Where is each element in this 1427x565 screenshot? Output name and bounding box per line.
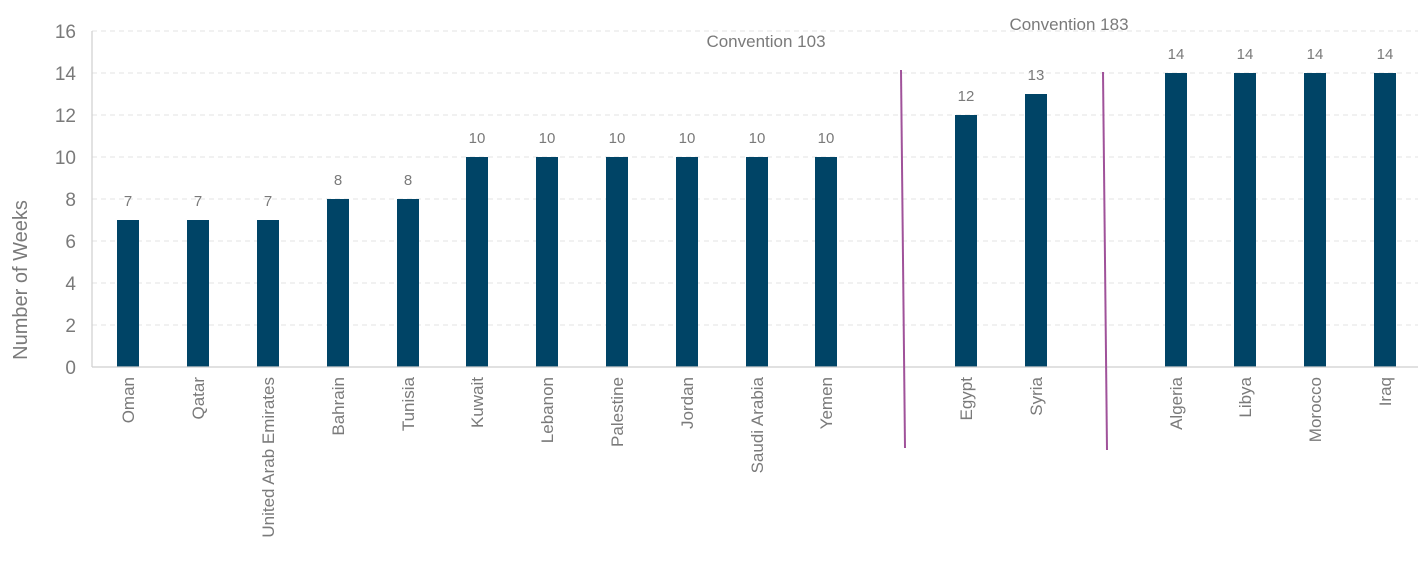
bar — [955, 115, 977, 367]
data-label: 10 — [539, 130, 556, 147]
bar — [1165, 73, 1187, 367]
bar — [397, 199, 419, 367]
x-tick-label: Qatar — [189, 377, 208, 420]
x-tick-label: Lebanon — [538, 377, 557, 443]
x-tick-label: Jordan — [678, 377, 697, 429]
bar — [327, 199, 349, 367]
x-tick-label: Iraq — [1376, 377, 1395, 406]
y-tick-label: 0 — [65, 358, 76, 379]
x-tick-label: Palestine — [608, 377, 627, 447]
x-tick-label: Kuwait — [468, 377, 487, 428]
data-label: 10 — [818, 130, 835, 147]
x-tick-label: Algeria — [1167, 376, 1186, 429]
x-tick-label: United Arab Emirates — [259, 377, 278, 538]
y-tick-label: 4 — [65, 274, 76, 295]
x-tick-label: Libya — [1236, 376, 1255, 417]
data-label: 10 — [609, 130, 626, 147]
data-label: 8 — [334, 172, 342, 189]
bar — [466, 157, 488, 367]
annotation-convention-183: Convention 183 — [1009, 15, 1128, 34]
y-tick-label: 6 — [65, 232, 76, 253]
x-tick-label: Bahrain — [329, 377, 348, 436]
bar — [536, 157, 558, 367]
data-label: 14 — [1237, 46, 1254, 63]
convention-divider-2 — [1102, 71, 1108, 451]
y-tick-label: 8 — [65, 190, 76, 211]
y-tick-label: 16 — [55, 22, 76, 43]
convention-divider-1 — [900, 69, 906, 449]
y-tick-label: 2 — [65, 316, 76, 337]
bar — [1234, 73, 1256, 367]
category-labels: Oman Qatar United Arab Emirates Bahrain Tuni… — [119, 376, 1395, 537]
bar — [1304, 73, 1326, 367]
data-label: 7 — [124, 193, 132, 210]
data-label: 7 — [194, 193, 202, 210]
data-label: 13 — [1028, 67, 1045, 84]
data-label: 12 — [958, 88, 975, 105]
y-tick-label: 10 — [55, 148, 76, 169]
bar — [815, 157, 837, 367]
bar — [1374, 73, 1396, 367]
data-label: 10 — [469, 130, 486, 147]
bar — [257, 220, 279, 367]
x-tick-label: Morocco — [1306, 377, 1325, 442]
data-label: 14 — [1377, 46, 1394, 63]
data-label: 10 — [749, 130, 766, 147]
bar — [746, 157, 768, 367]
bar — [117, 220, 139, 367]
x-tick-label: Saudi Arabia — [748, 376, 767, 473]
x-tick-label: Egypt — [957, 377, 976, 421]
grid-lines — [92, 30, 1418, 326]
x-tick-label: Syria — [1027, 376, 1046, 415]
y-axis-ticks: 0 2 4 6 8 10 12 14 16 — [55, 22, 77, 379]
data-label: 7 — [264, 193, 272, 210]
bar — [676, 157, 698, 367]
data-label: 14 — [1168, 46, 1185, 63]
data-labels: 7 7 7 8 8 10 10 10 10 10 10 12 13 14 14 14 14 — [124, 46, 1394, 210]
x-tick-label: Oman — [119, 377, 138, 423]
x-tick-label: Tunisia — [399, 376, 418, 431]
data-label: 8 — [404, 172, 412, 189]
y-axis-label: Number of Weeks — [10, 200, 32, 360]
annotation-convention-103: Convention 103 — [706, 32, 825, 51]
data-label: 10 — [679, 130, 696, 147]
bars — [117, 73, 1396, 367]
bar — [187, 220, 209, 367]
bar — [1025, 94, 1047, 367]
bar — [606, 157, 628, 367]
y-tick-label: 14 — [55, 64, 77, 85]
x-tick-label: Yemen — [817, 377, 836, 429]
y-tick-label: 12 — [55, 106, 76, 127]
data-label: 14 — [1307, 46, 1324, 63]
